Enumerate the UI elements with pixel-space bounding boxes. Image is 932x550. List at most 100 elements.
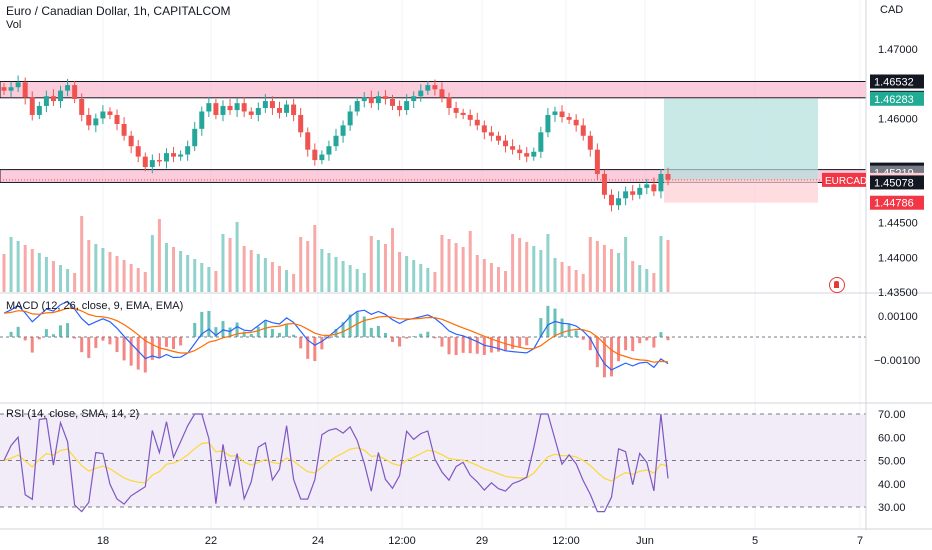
candle [644,184,650,188]
volume-bar [595,241,599,292]
candle [608,194,614,206]
candle [517,149,523,154]
rsi-line [3,413,669,513]
time-label: 5 [752,535,758,547]
macd-histogram-bar [666,337,670,341]
price-tick: 1.44000 [878,252,918,264]
candle [368,97,374,104]
volume-bar [313,225,317,292]
candle [86,114,92,126]
macd-histogram-bar [581,337,585,340]
macd-histogram-bar [609,337,613,377]
macd-histogram-bar [179,337,183,346]
candle [425,85,431,91]
volume-bar [398,252,402,292]
price-tick: 1.43500 [878,287,918,299]
volume-bar [518,238,522,292]
volume-bar [186,255,190,292]
macd-histogram-bar [9,331,13,337]
macd-histogram-bar [574,330,578,337]
candle [333,135,339,147]
volume-bar [122,260,126,292]
candle [269,101,275,109]
time-label: 12:00 [388,535,416,547]
chart-title: Euro / Canadian Dollar, 1h, CAPITALCOM [6,4,231,18]
volume-bar [136,268,140,292]
volume-bar [299,237,303,292]
rsi-tick: 50.00 [878,456,906,468]
time-label: 29 [476,535,488,547]
volume-bar [504,271,508,292]
volume-bar [348,265,352,292]
volume-bar [440,235,444,292]
macd-histogram-bar [454,337,458,356]
macd-histogram-bar [44,329,48,337]
macd-histogram-bar [263,321,267,337]
volume-bar [37,253,41,292]
macd-histogram-bar [108,337,112,345]
long-position-tool[interactable] [0,98,866,203]
volume-bar [16,241,20,292]
candle [284,104,290,113]
volume-bar [341,261,345,292]
candle [163,153,169,162]
volume-bar [419,264,423,292]
macd-histogram-bar [66,323,70,337]
volume-bar [369,236,373,292]
volume-bar [659,236,663,292]
macd-histogram-bar [659,332,663,337]
macd-histogram-bar [285,324,289,337]
candle [481,125,487,133]
macd-pane [0,300,866,378]
macd-histogram-bar [560,318,564,337]
candle [291,104,297,115]
candle [100,111,106,119]
candle [488,132,494,136]
candle [361,97,367,102]
candle [241,103,247,112]
macd-histogram-bar [539,318,543,337]
candle [326,146,332,155]
volume-bar [249,250,253,292]
macd-histogram-bar [136,337,140,370]
volume-bar [94,244,98,292]
candle [305,132,311,150]
price-marker [870,74,924,89]
volume-bar [405,256,409,292]
stop-zone [664,179,818,203]
candle [107,111,113,115]
candle [79,98,85,115]
signal-line [3,307,669,363]
macd-histogram-bar [433,337,437,339]
macd-histogram-bar [412,336,416,337]
canada-flag-icon[interactable] [829,277,845,293]
volume-bar [447,239,451,292]
macd-histogram-bar [157,337,161,358]
volume-bar [609,249,613,292]
macd-histogram-bar [638,337,642,344]
volume-bar [157,219,161,292]
macd-histogram-bar [468,337,472,354]
macd-histogram-bar [37,337,41,340]
candle [58,90,64,102]
volume-bars [2,216,670,292]
macd-histogram-bar [30,337,34,353]
volume-bar [30,249,34,292]
candle [545,114,551,133]
candle [538,132,544,152]
candle [665,173,671,180]
candle [616,198,622,206]
candle [623,191,629,199]
candle [432,85,438,90]
volume-bar [66,269,70,292]
macd-histogram-bar [73,337,77,339]
price-marker-label: 1.46283 [874,94,914,106]
candle [149,160,155,168]
macd-histogram-bar [489,337,493,353]
candle [559,111,565,118]
candle [142,156,148,168]
macd-histogram-bar [143,337,147,373]
volume-label: Vol [6,19,22,31]
zone-0 [0,80,867,99]
candle [192,128,198,147]
